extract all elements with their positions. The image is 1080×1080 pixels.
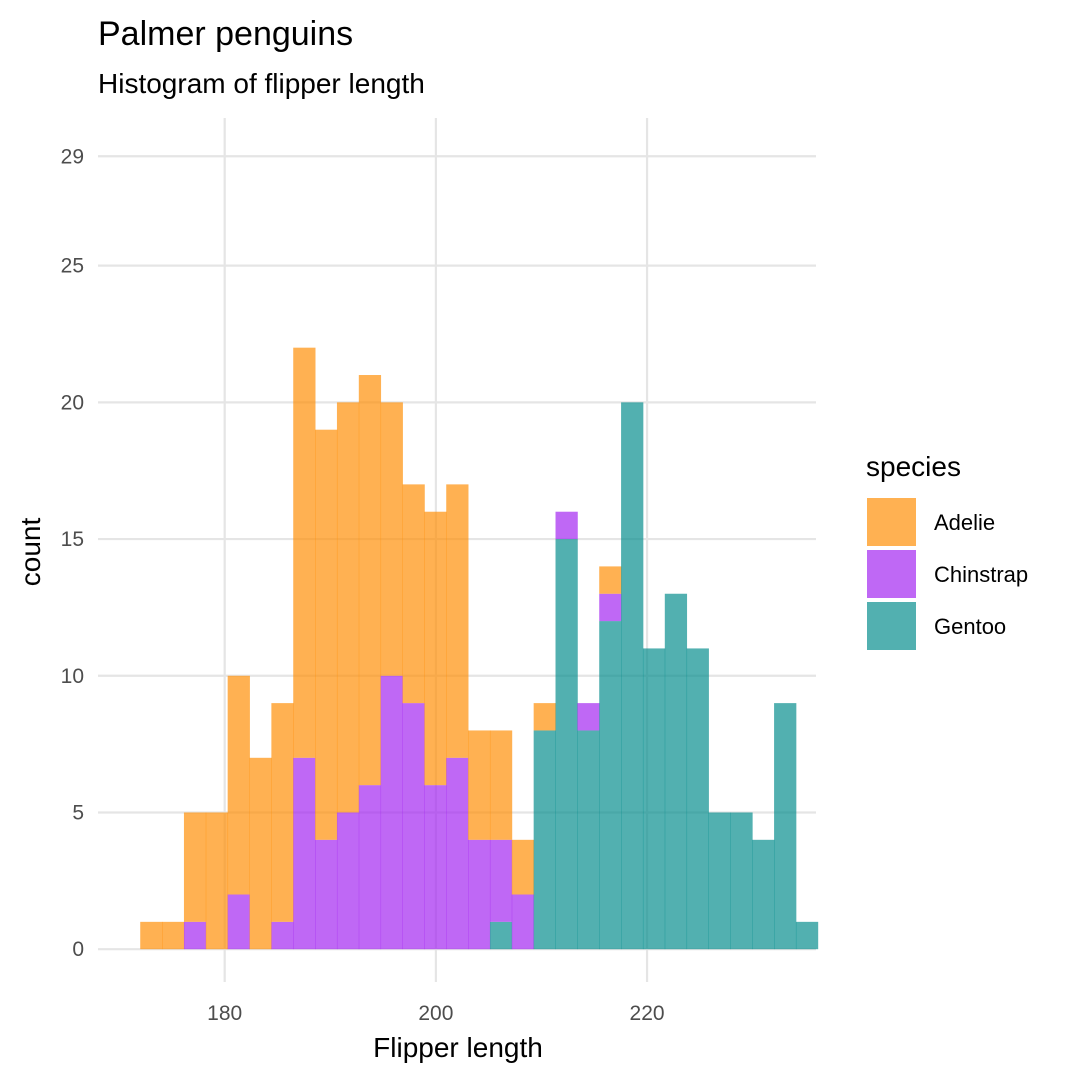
x-tick-label-180: 180 [207, 1002, 242, 1025]
bar-chinstrap-2 [183, 921, 207, 950]
bar-gentoo-23 [642, 648, 666, 950]
bar-adelie-10 [358, 375, 382, 786]
bar-chinstrap-15 [468, 839, 491, 950]
bar-adelie-17 [511, 839, 535, 895]
bar-adelie-9 [336, 402, 360, 813]
bar-adelie-4 [227, 675, 250, 895]
bar-adelie-21 [599, 566, 622, 594]
histogram-bars [140, 347, 819, 950]
bar-gentoo-24 [664, 593, 688, 950]
bar-chinstrap-20 [577, 703, 600, 731]
bar-adelie-14 [446, 484, 469, 758]
bar-chinstrap-19 [555, 511, 578, 540]
bar-gentoo-27 [730, 812, 753, 950]
bar-chinstrap-17 [511, 894, 535, 950]
bar-gentoo-25 [686, 648, 709, 950]
bar-adelie-3 [205, 812, 229, 950]
x-axis-ticks: 180 200 220 [207, 1002, 664, 1025]
y-tick-label-25: 25 [61, 255, 84, 278]
bar-chinstrap-16 [489, 839, 513, 922]
bar-chinstrap-6 [271, 921, 294, 950]
bar-gentoo-20 [577, 730, 600, 950]
chart-subtitle: Histogram of flipper length [98, 68, 425, 99]
bar-adelie-12 [402, 484, 425, 704]
legend-label-chinstrap: Chinstrap [934, 562, 1028, 587]
bar-adelie-0 [140, 921, 163, 950]
bar-adelie-13 [424, 511, 447, 786]
bar-adelie-5 [249, 757, 272, 950]
bar-chinstrap-10 [358, 785, 382, 950]
bar-gentoo-30 [795, 921, 819, 950]
bar-adelie-8 [315, 429, 338, 840]
bar-chinstrap-4 [227, 894, 250, 950]
bar-gentoo-21 [599, 621, 622, 950]
bar-adelie-1 [162, 921, 185, 950]
chart-title: Palmer penguins [98, 15, 353, 53]
bar-chinstrap-9 [336, 812, 360, 950]
bar-adelie-11 [380, 402, 403, 676]
bar-gentoo-18 [533, 730, 556, 950]
y-tick-label-5: 5 [72, 801, 84, 824]
bar-gentoo-22 [621, 402, 644, 950]
y-tick-label-15: 15 [61, 528, 84, 551]
legend-key-chinstrap [867, 550, 916, 598]
legend-label-adelie: Adelie [934, 510, 995, 535]
bar-adelie-18 [533, 703, 556, 731]
bar-chinstrap-12 [402, 703, 425, 950]
bar-chinstrap-11 [380, 675, 403, 950]
bar-gentoo-16 [489, 921, 513, 950]
bar-gentoo-26 [708, 812, 731, 950]
y-tick-label-0: 0 [72, 938, 84, 961]
y-tick-label-20: 20 [61, 391, 84, 414]
legend-label-gentoo: Gentoo [934, 614, 1006, 639]
x-tick-label-200: 200 [418, 1002, 453, 1025]
bar-adelie-16 [489, 730, 513, 840]
y-axis-ticks: 0 5 10 15 20 25 29 [61, 145, 84, 961]
y-tick-label-29: 29 [61, 145, 84, 168]
y-axis-label: count [15, 518, 46, 587]
bar-gentoo-28 [752, 839, 775, 950]
bar-gentoo-19 [555, 539, 578, 950]
legend: species Adelie Chinstrap Gentoo [866, 451, 1028, 650]
bar-chinstrap-13 [424, 785, 447, 950]
bar-gentoo-29 [774, 703, 797, 950]
x-axis-label: Flipper length [373, 1032, 543, 1063]
bar-adelie-6 [271, 703, 294, 922]
y-tick-label-10: 10 [61, 665, 84, 688]
bar-chinstrap-8 [315, 839, 338, 950]
x-tick-label-220: 220 [630, 1002, 665, 1025]
bar-adelie-7 [293, 347, 316, 758]
bar-adelie-2 [183, 812, 207, 922]
bar-chinstrap-7 [293, 757, 316, 950]
legend-key-gentoo [867, 602, 916, 650]
legend-key-adelie [867, 498, 916, 546]
bar-chinstrap-14 [446, 757, 469, 950]
bar-chinstrap-21 [599, 593, 622, 622]
legend-title: species [866, 451, 961, 482]
bar-adelie-15 [468, 730, 491, 840]
